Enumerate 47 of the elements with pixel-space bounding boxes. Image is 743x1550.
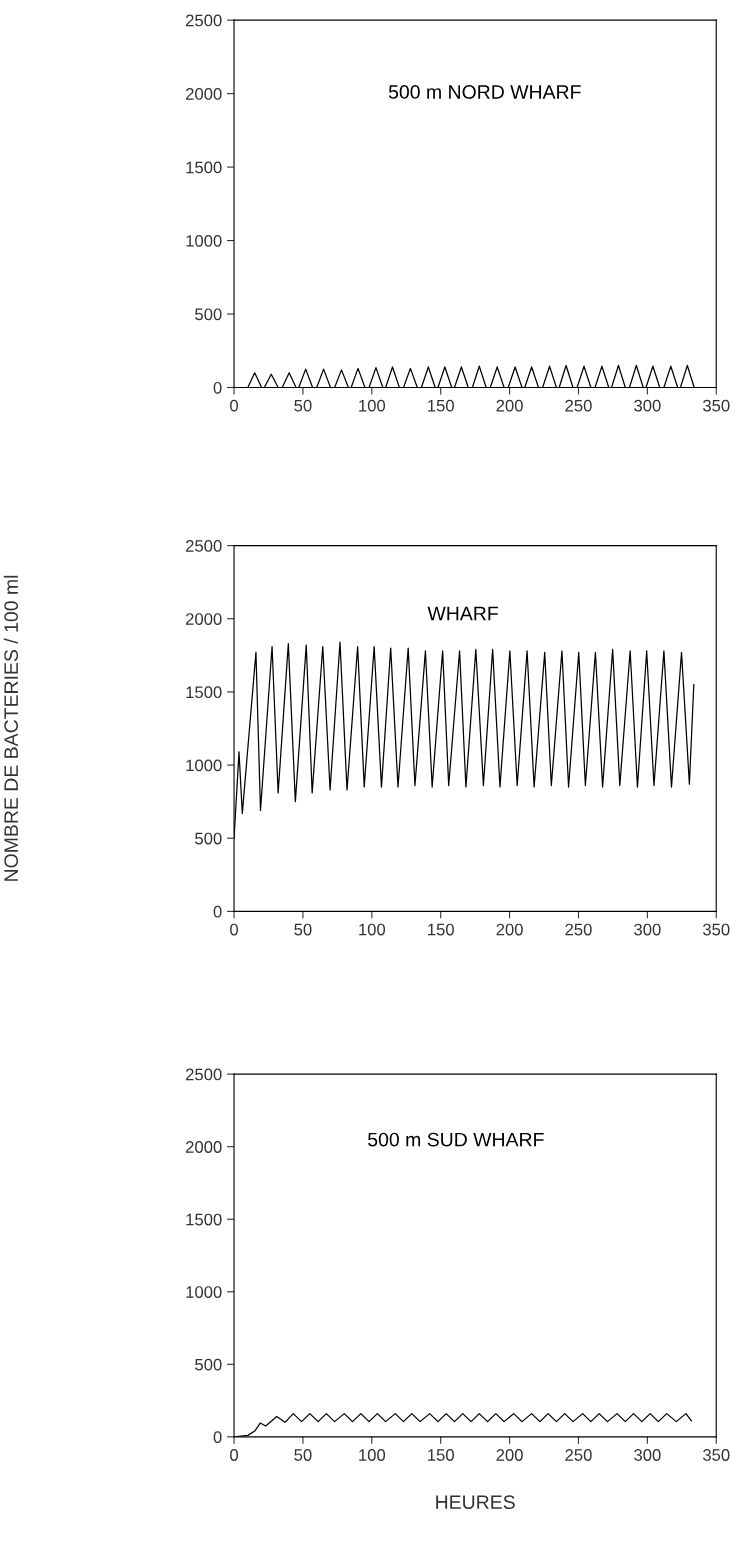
x-tick-label: 0 [230,1449,239,1461]
y-tick-label: 2000 [186,1141,222,1153]
x-tick-label: 50 [294,1449,312,1461]
text: 500 m SUD WHARF [368,1132,544,1147]
x-tick-label: 200 [496,399,523,412]
x-tick-label: 200 [496,1449,523,1461]
x-tick-label: 350 [702,1449,730,1461]
x-tick-label: 100 [359,923,386,936]
y-tick-label: 500 [195,308,222,321]
y-tick-label: 1000 [186,234,222,247]
y-tick-label: 1500 [186,1213,222,1226]
x-tick-label: 250 [565,1449,592,1461]
x-tick-label: 150 [428,1449,454,1461]
y-tick-label: 500 [195,1358,222,1371]
y-tick-label: 2500 [186,14,222,27]
x-tick-label: 300 [634,1449,661,1461]
x-tick-label: 250 [565,399,592,412]
x-tick-label: 250 [565,923,592,936]
x-tick-label: 50 [294,399,312,412]
x-tick-label: 300 [634,399,661,412]
x-tick-label: 100 [359,1449,386,1461]
text: 500 m NORD WHARF [388,85,581,99]
y-tick-label: 2000 [186,88,222,100]
x-tick-label: 0 [230,923,239,936]
y-axis-title: NOMBRE DE BACTERIES / 100 ml [3,575,19,881]
x-tick-label: 350 [702,923,730,936]
x-tick-label: 0 [230,399,239,412]
x-tick-label: 350 [702,399,730,412]
y-tick-label: 500 [195,832,222,845]
x-tick-label: 150 [428,399,454,412]
x-axis-title: HEURES [436,1495,515,1510]
x-tick-label: 300 [634,923,661,936]
x-tick-label: 200 [496,923,523,936]
y-tick-label: 0 [213,1431,222,1444]
y-tick-label: 2000 [186,613,222,625]
x-tick-label: 50 [294,923,312,936]
y-tick-label: 1000 [186,759,222,772]
y-tick-label: 0 [213,381,222,394]
x-tick-label: 100 [359,399,386,412]
y-tick-label: 0 [213,905,222,918]
y-tick-label: 1500 [186,686,222,699]
text: WHARF [427,606,498,621]
y-tick-label: 2500 [186,540,222,552]
x-tick-label: 150 [428,923,454,936]
y-tick-label: 1000 [186,1286,222,1298]
y-tick-label: 2500 [186,1068,222,1081]
y-tick-label: 1500 [186,161,222,174]
